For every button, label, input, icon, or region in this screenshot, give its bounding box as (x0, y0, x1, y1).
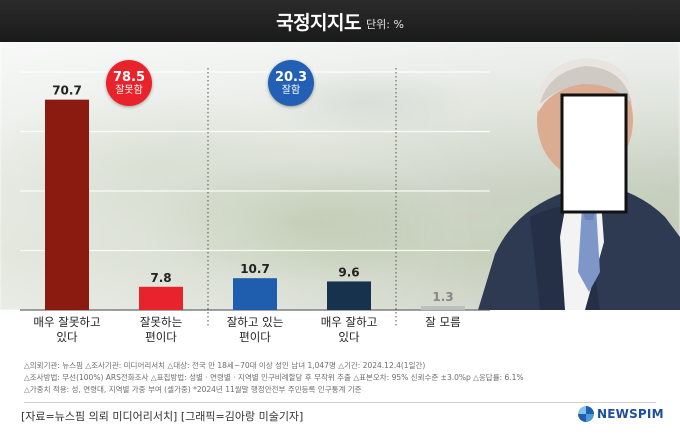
negative-total-label: 잘못함 (115, 84, 143, 96)
positive-total-bubble: 20.3 잘함 (268, 60, 314, 106)
bar (421, 306, 465, 310)
bar-value-label: 9.6 (338, 265, 359, 279)
category-label: 편이다 (145, 330, 177, 344)
bar-value-label: 1.3 (432, 290, 453, 304)
bar-value-label: 7.8 (150, 271, 171, 285)
footnote-line: △의뢰기관: 뉴스핌 △조사기관: 미디어리서치 △대상: 전국 만 18세~7… (24, 361, 426, 370)
footer-divider (24, 402, 656, 403)
category-label: 잘 모름 (425, 315, 460, 329)
bar-value-label: 70.7 (52, 84, 82, 98)
category-label: 있다 (338, 330, 360, 344)
bar (139, 286, 183, 310)
category-label: 매우 잘못하고 (33, 315, 100, 329)
newspim-logo: NEWSPIM (578, 406, 664, 422)
category-label: 매우 잘하고 (321, 315, 378, 329)
footnote-line: △가중치 적용: 성, 연령대, 지역별 가중 부여 (셀가중) *2024년 … (24, 385, 362, 394)
title-bar: 국정지지도 단위: % (0, 0, 680, 42)
bar (45, 99, 89, 310)
negative-total-value: 78.5 (112, 69, 146, 85)
category-label: 잘못하는 (140, 315, 182, 329)
positive-total-label: 잘함 (281, 84, 301, 96)
source-credit: [자료=뉴스핌 의뢰 미디어리서치] [그래픽=김아랑 미술기자] (21, 410, 304, 423)
survey-footnotes: △의뢰기관: 뉴스핌 △조사기관: 미디어리서치 △대상: 전국 만 18세~7… (24, 360, 664, 396)
bar-value-label: 10.7 (240, 262, 270, 276)
category-label: 잘하고 있는 (227, 315, 284, 329)
person-photo (478, 58, 680, 310)
bar (327, 281, 371, 310)
bar (233, 278, 277, 310)
face-redaction-box (560, 93, 628, 214)
negative-total-bubble: 78.5 잘못함 (106, 60, 152, 106)
category-label: 편이다 (239, 330, 271, 344)
logo-text: NEWSPIM (597, 407, 664, 421)
category-label: 있다 (56, 330, 78, 344)
newspim-logo-icon (578, 406, 594, 422)
footnote-line: △조사방법: 무선(100%) ARS전화조사 △표집방법: 성별 · 연령별 … (24, 373, 524, 382)
positive-total-value: 20.3 (274, 69, 308, 85)
chart-title: 국정지지도 (276, 11, 361, 34)
unit-label: 단위: % (366, 17, 404, 31)
